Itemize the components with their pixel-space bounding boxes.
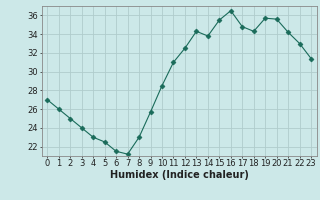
X-axis label: Humidex (Indice chaleur): Humidex (Indice chaleur) — [110, 170, 249, 180]
